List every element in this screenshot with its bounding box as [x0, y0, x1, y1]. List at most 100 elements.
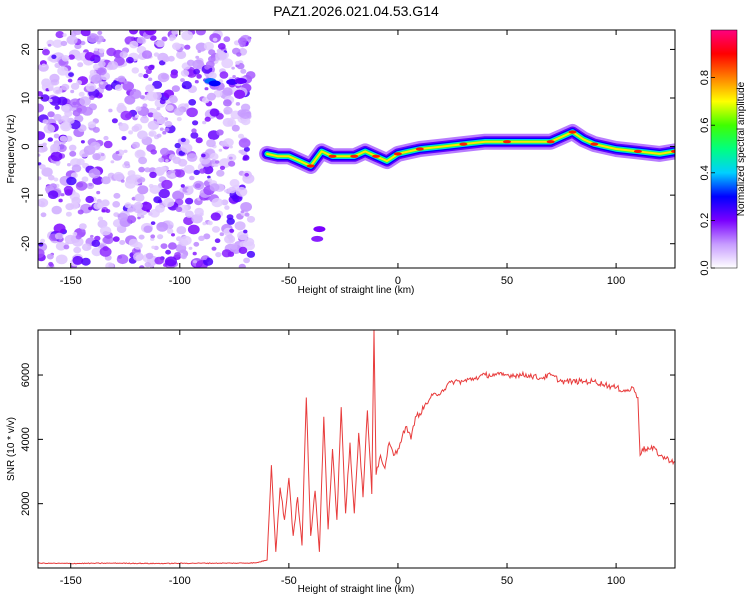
noise-speck	[153, 52, 160, 57]
noise-speck	[212, 37, 218, 42]
noise-speck	[60, 193, 65, 197]
noise-speck	[101, 209, 106, 213]
noise-speck	[194, 183, 201, 189]
noise-speck	[61, 83, 70, 91]
noise-speck	[207, 175, 211, 179]
noise-speck	[228, 160, 236, 167]
x-tick-label: 50	[501, 275, 513, 287]
noise-speck	[224, 205, 230, 210]
noise-speck	[237, 196, 242, 200]
noise-speck	[210, 152, 219, 161]
snr-plot-area	[38, 330, 675, 568]
noise-speck	[168, 242, 177, 250]
noise-speck	[81, 229, 86, 233]
noise-speck	[48, 86, 54, 92]
noise-speck	[163, 197, 175, 208]
noise-speck	[150, 221, 156, 226]
noise-speck	[54, 105, 60, 110]
noise-speck	[75, 55, 83, 61]
noise-speck	[81, 176, 89, 182]
colorbar-frame	[710, 29, 738, 269]
noise-speck	[65, 211, 72, 217]
ridge-peak	[633, 149, 642, 153]
noise-speck	[144, 167, 151, 173]
noise-speck	[38, 200, 42, 206]
noise-speck	[38, 248, 45, 259]
noise-speck	[140, 201, 152, 212]
figure-title: PAZ1.2026.021.04.53.G14	[273, 3, 439, 19]
noise-speck	[57, 66, 69, 76]
noise-speck	[206, 139, 216, 148]
noise-speck	[137, 185, 149, 195]
noise-speck	[153, 196, 162, 204]
snr-frame	[37, 329, 676, 569]
noise-speck	[240, 202, 253, 212]
noise-speck	[183, 216, 194, 226]
noise-speck	[221, 199, 229, 206]
noise-speck	[94, 235, 101, 241]
noise-speck	[53, 177, 59, 182]
noise-speck	[77, 62, 84, 68]
noise-speck	[113, 192, 121, 199]
noise-speck	[198, 235, 205, 241]
noise-speck	[194, 207, 204, 216]
noise-speck	[192, 120, 199, 126]
noise-speck	[51, 54, 57, 59]
ridge-peak	[393, 152, 402, 156]
noise-speck	[193, 68, 201, 75]
x-tick-label: -50	[281, 275, 297, 287]
ridge-peak	[372, 154, 381, 158]
noise-speck	[153, 41, 158, 45]
noise-speck	[165, 256, 177, 267]
noise-speck	[161, 179, 173, 190]
noise-speck	[88, 168, 101, 179]
noise-blob	[311, 235, 324, 242]
noise-speck	[85, 195, 94, 204]
noise-speck	[239, 109, 252, 119]
noise-speck	[91, 247, 103, 257]
x-tick-label: 100	[607, 275, 625, 287]
noise-speck	[186, 107, 198, 118]
noise-speck	[75, 234, 82, 240]
noise-speck	[97, 30, 103, 35]
noise-speck	[128, 238, 139, 247]
noise-speck	[79, 96, 91, 106]
spectrogram-noise	[38, 30, 326, 268]
noise-speck	[157, 72, 170, 83]
noise-speck	[64, 234, 77, 245]
noise-speck	[38, 176, 42, 181]
noise-speck	[97, 216, 104, 221]
noise-speck	[45, 78, 49, 82]
noise-speck	[57, 144, 67, 153]
noise-speck	[171, 85, 180, 92]
noise-speck	[49, 73, 60, 83]
noise-speck	[208, 71, 217, 80]
noise-speck	[175, 169, 185, 178]
noise-speck	[144, 262, 151, 268]
y-tick-label: 20	[20, 43, 32, 55]
ridge-peak	[328, 154, 337, 158]
noise-speck	[150, 234, 156, 239]
noise-speck	[167, 224, 174, 230]
noise-speck	[221, 58, 234, 69]
noise-speck	[41, 167, 53, 177]
noise-speck	[70, 89, 75, 94]
noise-speck	[215, 252, 222, 258]
noise-speck	[71, 164, 82, 173]
noise-speck	[42, 119, 49, 124]
spectrogram-frame	[37, 29, 676, 269]
noise-speck	[203, 41, 214, 51]
noise-speck	[180, 184, 185, 188]
noise-speck	[157, 234, 164, 240]
x-tick-label: 0	[395, 575, 401, 587]
noise-speck	[159, 127, 164, 131]
noise-speck	[221, 249, 232, 258]
noise-speck	[133, 201, 143, 210]
noise-speck	[139, 95, 145, 100]
noise-speck	[135, 106, 142, 112]
noise-speck	[79, 223, 87, 230]
ridge-peak	[350, 154, 359, 158]
noise-speck	[99, 226, 112, 236]
noise-speck	[226, 217, 235, 225]
noise-speck	[61, 55, 70, 62]
